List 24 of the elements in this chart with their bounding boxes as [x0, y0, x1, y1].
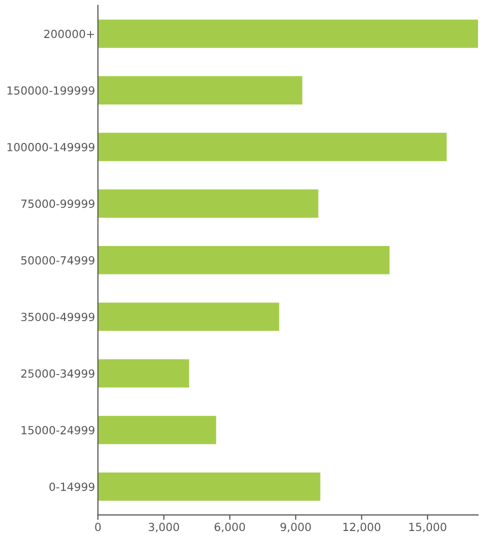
y-tick-label: 25000-34999 [21, 369, 94, 378]
x-tick-label: 0 [95, 522, 101, 532]
y-tick-label: 50000-74999 [21, 256, 94, 265]
bar [98, 416, 216, 444]
bar [98, 76, 302, 104]
y-tick-label: 15000-24999 [22, 426, 94, 434]
bar [98, 132, 447, 162]
bar [98, 189, 318, 218]
y-tick-label: 0-14999 [49, 482, 94, 491]
x-tick-label: 15,000 [409, 522, 446, 532]
y-tick-label: 100000-149999 [8, 142, 94, 152]
x-tick-label: 6,000 [214, 522, 245, 532]
x-tick-label: 3,000 [148, 522, 180, 532]
bar [98, 472, 320, 501]
x-tick-label: 12,000 [343, 522, 380, 532]
bar [98, 246, 390, 274]
x-tick-label: 9,000 [280, 522, 311, 532]
bar [98, 20, 478, 48]
bar [98, 359, 190, 388]
y-tick-label: 200000+ [44, 30, 94, 38]
y-tick-label: 75000-99999 [21, 200, 94, 208]
y-tick-label: 35000-49999 [21, 312, 94, 322]
y-tick-label: 150000-199999 [8, 86, 94, 95]
bar [98, 302, 280, 331]
